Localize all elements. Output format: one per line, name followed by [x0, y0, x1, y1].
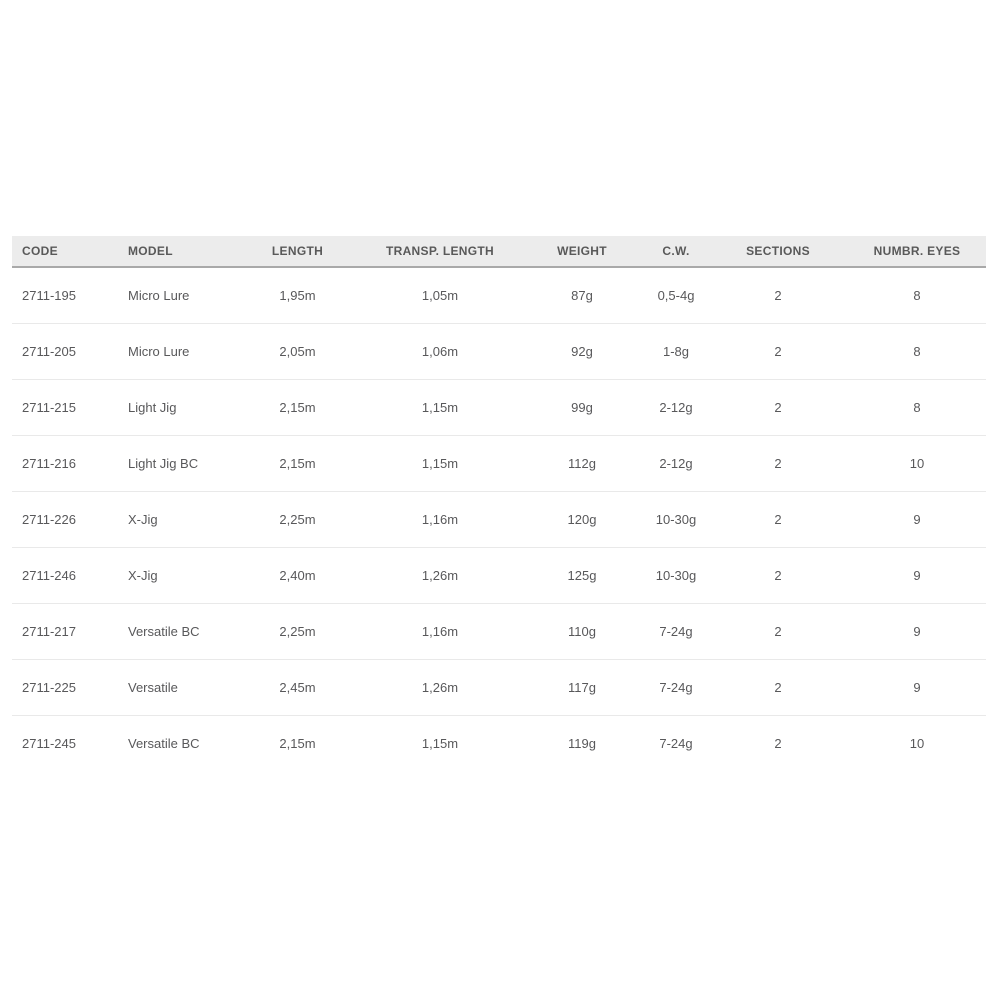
table-row: 2711-246 X-Jig 2,40m 1,26m 125g 10-30g 2 9: [12, 546, 986, 603]
table-cell: 10-30g: [644, 490, 708, 547]
table-cell: 2: [708, 658, 848, 715]
table-row: 2711-195 Micro Lure 1,95m 1,05m 87g 0,5-4g 2 8: [12, 267, 986, 323]
table-cell: 7-24g: [644, 602, 708, 659]
table-cell: 2,25m: [235, 490, 360, 547]
table-cell: 1,05m: [421, 287, 459, 303]
table-cell: 2: [708, 546, 848, 603]
table-header-row: CODE MODEL LENGTH TRANSP. LENGTH WEIGHT …: [12, 236, 986, 268]
column-header-transp-length: TRANSP. LENGTH: [360, 236, 520, 268]
table-cell: 10: [848, 434, 986, 491]
table-cell: 2711-245: [12, 714, 118, 771]
table-cell: 99g: [520, 378, 644, 435]
table-row: 2711-205 Micro Lure 2,05m 1,06m 92g 1-8g 2 8: [12, 322, 986, 379]
table-cell: 2: [708, 378, 848, 435]
table-cell: X-Jig: [118, 490, 235, 547]
table-cell: 2,25m: [235, 602, 360, 659]
table-row: 2711-216 Light Jig BC 2,15m 1,15m 112g 2-12g 2…: [12, 434, 986, 491]
table-cell: 2: [774, 287, 782, 303]
table-cell: 119g: [520, 714, 644, 771]
table-cell: 120g: [520, 490, 644, 547]
table-cell: 10-30g: [644, 546, 708, 603]
table-cell: 1,06m: [360, 322, 520, 379]
table-cell: 1,95m: [279, 287, 316, 303]
table-cell: 9: [848, 658, 986, 715]
table-cell: 2711-225: [12, 658, 118, 715]
table-row: 2711-215 Light Jig 2,15m 1,15m 99g 2-12g 2 8: [12, 378, 986, 435]
table-cell: 2711-226: [12, 490, 118, 547]
table-cell: 1,26m: [360, 658, 520, 715]
column-header-cw: C.W.: [644, 236, 708, 268]
table-row: 2711-225 Versatile 2,45m 1,26m 117g 7-24g 2 9: [12, 658, 986, 715]
table-cell: 8: [848, 378, 986, 435]
table-cell: Versatile BC: [118, 714, 235, 771]
table-cell: 2711-195: [22, 287, 76, 303]
table-cell: 1,15m: [360, 378, 520, 435]
table-cell: 1,16m: [360, 602, 520, 659]
column-header-weight: WEIGHT: [520, 236, 644, 268]
table-row: 2711-245 Versatile BC 2,15m 1,15m 119g 7-24g 2…: [12, 714, 986, 771]
product-spec-table: CODE MODEL LENGTH TRANSP. LENGTH WEIGHT …: [12, 236, 986, 771]
table-cell: 1,15m: [360, 714, 520, 771]
table-cell: 2711-217: [12, 602, 118, 659]
table-cell: 125g: [520, 546, 644, 603]
table-cell: 2711-216: [12, 434, 118, 491]
table-cell: X-Jig: [118, 546, 235, 603]
table-cell: 2711-205: [12, 322, 118, 379]
table-cell: 2,15m: [235, 714, 360, 771]
table-cell: 2711-215: [12, 378, 118, 435]
table-cell: 92g: [520, 322, 644, 379]
table-cell: 10: [848, 714, 986, 771]
table-cell: Light Jig BC: [118, 434, 235, 491]
table-cell: 0,5-4g: [657, 287, 695, 303]
table-cell: 87g: [571, 287, 593, 303]
table-row: 2711-217 Versatile BC 2,25m 1,16m 110g 7-24g 2…: [12, 602, 986, 659]
table-cell: 2-12g: [644, 378, 708, 435]
table-cell: 1,26m: [360, 546, 520, 603]
table-cell: 9: [848, 490, 986, 547]
table-cell: 2: [708, 434, 848, 491]
table-cell: 110g: [520, 602, 644, 659]
table-cell: 9: [848, 546, 986, 603]
table-cell: 1,16m: [360, 490, 520, 547]
table-cell: 2: [708, 714, 848, 771]
table-cell: 7-24g: [644, 714, 708, 771]
column-header-length: LENGTH: [235, 236, 360, 268]
table-cell: 2,45m: [235, 658, 360, 715]
table-cell: 117g: [520, 658, 644, 715]
table-cell: Versatile BC: [118, 602, 235, 659]
table-cell: 2711-246: [12, 546, 118, 603]
column-header-model: MODEL: [118, 236, 235, 268]
table-cell: 2: [708, 490, 848, 547]
table-cell: Micro Lure: [128, 287, 190, 303]
table-cell: Light Jig: [118, 378, 235, 435]
table-cell: Micro Lure: [118, 322, 235, 379]
table-cell: 9: [848, 602, 986, 659]
table-cell: 2,40m: [235, 546, 360, 603]
table-cell: 8: [913, 287, 921, 303]
table-cell: Versatile: [118, 658, 235, 715]
product-spec-table-container: CODE MODEL LENGTH TRANSP. LENGTH WEIGHT …: [12, 236, 986, 771]
table-cell: 1,15m: [360, 434, 520, 491]
column-header-sections: SECTIONS: [708, 236, 848, 268]
column-header-numbr-eyes: NUMBR. EYES: [848, 236, 986, 268]
table-cell: 7-24g: [644, 658, 708, 715]
table-cell: 8: [848, 322, 986, 379]
table-cell: 112g: [520, 434, 644, 491]
table-cell: 2: [708, 322, 848, 379]
column-header-code: CODE: [12, 236, 118, 268]
table-cell: 2,05m: [235, 322, 360, 379]
table-header: CODE MODEL LENGTH TRANSP. LENGTH WEIGHT …: [12, 236, 986, 268]
table-cell: 2,15m: [235, 434, 360, 491]
table-cell: 2,15m: [235, 378, 360, 435]
table-cell: 2: [708, 602, 848, 659]
table-body: 2711-195 Micro Lure 1,95m 1,05m 87g 0,5-4g 2 8 2…: [12, 267, 986, 771]
table-cell: 2-12g: [644, 434, 708, 491]
table-row: 2711-226 X-Jig 2,25m 1,16m 120g 10-30g 2 9: [12, 490, 986, 547]
table-cell: 1-8g: [644, 322, 708, 379]
